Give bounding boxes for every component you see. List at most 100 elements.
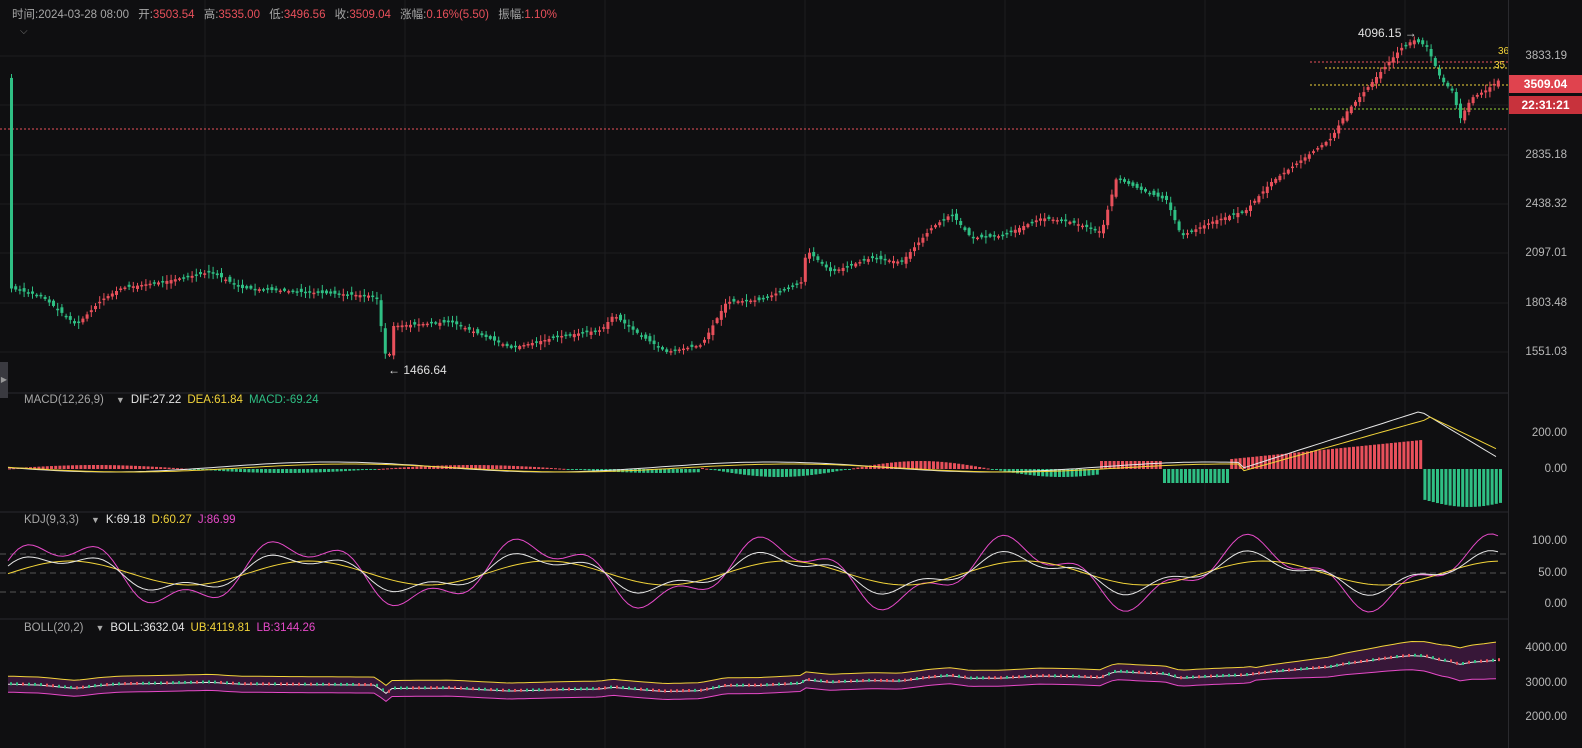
macd-name[interactable]: MACD(12,26,9) — [24, 394, 104, 406]
macd-bar — [1440, 469, 1444, 504]
kdj-caret-icon[interactable]: ▼ — [90, 515, 100, 525]
candle-body — [1240, 211, 1244, 213]
boll-candle — [508, 688, 510, 692]
boll-candle — [100, 683, 102, 687]
macd-bar — [222, 469, 226, 472]
low-label: 低: — [269, 9, 284, 21]
boll-candle — [700, 688, 702, 692]
boll-candle — [664, 689, 666, 693]
boll-candle — [352, 682, 354, 686]
boll-name[interactable]: BOLL(20,2) — [24, 622, 84, 634]
change-label: 涨幅: — [400, 9, 427, 21]
macd-bar — [335, 469, 339, 472]
boll-caret-icon[interactable]: ▼ — [95, 623, 105, 633]
macd-bar — [1280, 453, 1284, 469]
macd-bar — [386, 468, 389, 470]
macd-bar — [1083, 469, 1087, 476]
candle-body — [245, 286, 249, 289]
macd-bar — [596, 469, 599, 471]
candle-body — [35, 294, 39, 297]
candle-body — [858, 262, 862, 264]
boll-candle — [970, 676, 972, 680]
boll-candle — [646, 688, 648, 692]
macd-bar — [520, 466, 524, 469]
boll-candle — [1006, 675, 1008, 679]
macd-bar — [659, 469, 662, 473]
candle-body — [274, 288, 278, 291]
candle-body — [1085, 224, 1089, 228]
candle-body — [976, 237, 979, 240]
candle-body — [379, 300, 383, 327]
boll-candle — [82, 685, 84, 689]
candle-body — [543, 339, 547, 342]
macd-bar — [852, 468, 856, 470]
candle-body — [383, 328, 387, 354]
macd-bar — [726, 469, 730, 473]
side-panel-handle-icon[interactable]: ▶ — [0, 362, 8, 398]
boll-candle — [400, 686, 402, 690]
countdown-tag: 22:31:21 — [1509, 96, 1582, 114]
amplitude-value: 1.10% — [524, 9, 558, 21]
boll-candle — [1108, 672, 1110, 676]
candle-body — [1417, 39, 1420, 43]
macd-bar — [192, 469, 196, 470]
candle-body — [467, 327, 471, 330]
macd-bar — [1284, 453, 1288, 469]
boll-candle — [556, 687, 558, 691]
boll-candle — [964, 675, 966, 679]
macd-bar — [982, 467, 986, 469]
price-axis[interactable]: 3833.19 2835.18 2438.32 2097.01 1803.48 … — [1508, 0, 1582, 748]
macd-bar — [348, 469, 352, 471]
collapse-chevron-icon[interactable]: ⌵ — [20, 26, 28, 37]
boll-candle — [1342, 662, 1344, 666]
candle-body — [509, 345, 513, 348]
macd-bar — [66, 465, 70, 469]
macd-bar — [29, 467, 32, 469]
candle-body — [89, 310, 93, 313]
macd-bar — [1419, 440, 1423, 469]
boll-candle — [1156, 671, 1158, 675]
macd-bar — [171, 467, 175, 469]
boll-candle — [106, 683, 108, 687]
candle-body — [984, 236, 988, 238]
boll-candle — [1252, 672, 1254, 676]
macd-bar — [62, 465, 66, 469]
boll-candle — [178, 681, 180, 685]
macd-bar — [339, 469, 343, 472]
boll-candle — [274, 682, 276, 686]
boll-candle — [784, 682, 786, 686]
candle-body — [1186, 233, 1189, 235]
boll-candle — [676, 689, 678, 693]
open-label: 开: — [138, 9, 153, 21]
axis-tick: 50.00 — [1538, 567, 1567, 579]
boll-candle — [868, 678, 870, 682]
boll-candle — [628, 686, 630, 690]
macd-caret-icon[interactable]: ▼ — [115, 395, 125, 405]
macd-bar — [1499, 469, 1502, 503]
candle-body — [640, 335, 643, 337]
macd-bar — [512, 465, 515, 469]
candle-body — [1207, 223, 1210, 225]
macd-bar — [226, 469, 230, 472]
boll-candle — [748, 683, 750, 687]
macd-bar — [1465, 469, 1469, 507]
kdj-name[interactable]: KDJ(9,3,3) — [24, 514, 79, 526]
boll-candle — [52, 684, 54, 688]
candle-body — [1379, 71, 1383, 79]
candle-body — [148, 283, 152, 286]
boll-candle — [94, 684, 96, 688]
macd-bar — [482, 465, 486, 469]
candle-body — [451, 320, 454, 323]
candle-body — [866, 259, 870, 262]
boll-candle — [592, 687, 594, 691]
candle-body — [518, 346, 522, 350]
macd-bar — [1305, 451, 1309, 469]
boll-candle — [640, 687, 642, 691]
kline-chart[interactable] — [0, 0, 1508, 748]
macd-legend: MACD(12,26,9) ▼ DIF:27.22 DEA:61.84 MACD:-69… — [24, 394, 325, 406]
macd-bar — [1221, 469, 1225, 483]
boll-candle — [934, 674, 936, 678]
macd-bar — [839, 469, 843, 471]
candle-body — [417, 324, 421, 326]
candle-body — [745, 299, 748, 302]
